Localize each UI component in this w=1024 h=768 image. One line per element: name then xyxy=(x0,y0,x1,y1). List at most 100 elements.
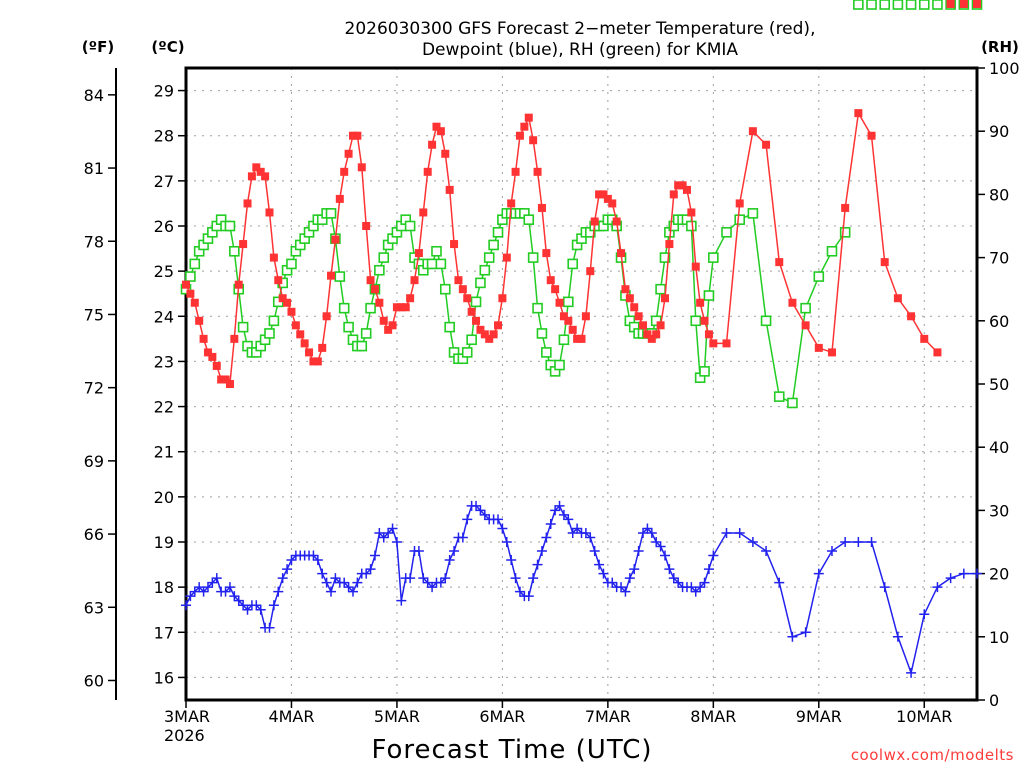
credit-link[interactable]: coolwx.com/modelts xyxy=(851,746,1014,764)
temperature-point xyxy=(669,190,678,199)
fahrenheit-tick-label: 66 xyxy=(84,525,104,544)
rh-point xyxy=(466,334,477,346)
temperature-point xyxy=(827,348,836,357)
time-tick-label: 10MAR xyxy=(896,707,952,726)
dewpoint-point xyxy=(497,523,508,534)
temperature-point xyxy=(959,0,968,8)
dewpoint-point xyxy=(189,586,200,597)
dewpoint-point xyxy=(541,532,552,543)
dewpoint-point xyxy=(550,505,561,516)
rh-point xyxy=(479,264,491,276)
temperature-point xyxy=(603,194,612,203)
rh-point xyxy=(532,302,543,314)
dewpoint-point xyxy=(958,568,969,579)
temperature-point xyxy=(230,334,239,343)
temperature-point xyxy=(287,307,296,316)
rh-point xyxy=(554,359,565,371)
dewpoint-point xyxy=(369,550,380,561)
dewpoint-point xyxy=(506,555,517,566)
rh-point xyxy=(879,0,891,10)
rh-tick-label: 50 xyxy=(989,375,1009,394)
celsius-tick-label: 18 xyxy=(154,578,174,597)
dewpoint-point xyxy=(475,505,486,516)
temperature-point xyxy=(406,294,415,303)
temperature-point xyxy=(494,321,503,330)
temperature-point xyxy=(643,330,652,339)
temperature-point xyxy=(489,330,498,339)
dewpoint-point xyxy=(418,573,429,584)
temperature-point xyxy=(660,294,669,303)
temperature-point xyxy=(511,167,520,176)
temperature-point xyxy=(445,185,454,194)
rh-point xyxy=(839,227,851,238)
temperature-point xyxy=(542,249,551,258)
temperature-point xyxy=(704,330,713,339)
dewpoint-point xyxy=(326,586,337,597)
temperature-point xyxy=(696,298,705,307)
dewpoint-point xyxy=(330,573,341,584)
rh-point xyxy=(229,245,240,257)
temperature-point xyxy=(423,167,432,176)
rh-point xyxy=(567,258,579,270)
fahrenheit-tick-label: 69 xyxy=(84,452,104,471)
rh-point xyxy=(747,208,759,219)
temperature-point xyxy=(467,307,476,316)
dewpoint-point xyxy=(690,586,701,597)
dewpoint-point xyxy=(572,523,583,534)
temperature-point xyxy=(748,127,757,136)
temperature-point xyxy=(265,208,274,217)
dewpoint-point xyxy=(638,527,649,538)
dewpoint-point xyxy=(532,559,543,570)
celsius-tick-label: 22 xyxy=(154,398,174,417)
dewpoint-point xyxy=(391,537,402,547)
dewpoint-point xyxy=(207,577,218,588)
dewpoint-point xyxy=(932,582,943,593)
rh-point xyxy=(699,366,710,377)
celsius-tick-label: 20 xyxy=(154,488,174,507)
dewpoint-point xyxy=(945,573,956,584)
temperature-point xyxy=(691,262,700,271)
x-axis-title: Forecast Time (UTC) xyxy=(371,735,652,765)
rh-point xyxy=(787,397,798,409)
dewpoint-point xyxy=(202,582,213,593)
temperature-point xyxy=(700,316,709,325)
temperature-point xyxy=(463,294,472,303)
dewpoint-point xyxy=(699,577,710,588)
dewpoint-point xyxy=(906,667,917,678)
dewpoint-point xyxy=(405,573,416,584)
temperature-point xyxy=(331,235,340,244)
rh-point xyxy=(760,315,772,327)
dewpoint-point xyxy=(181,600,191,611)
time-tick-label: 5MAR xyxy=(374,707,420,726)
dewpoint-point xyxy=(444,555,455,566)
temperature-point xyxy=(190,298,199,307)
temperature-point xyxy=(485,334,494,343)
rh-point xyxy=(826,245,838,257)
rh-point xyxy=(866,0,877,10)
temperature-point xyxy=(410,276,419,285)
temperature-point xyxy=(384,325,393,334)
temperature-point xyxy=(709,339,718,348)
dewpoint-point xyxy=(655,541,666,552)
temperature-point xyxy=(414,249,423,258)
temperature-point xyxy=(397,303,406,312)
temperature-point xyxy=(617,249,626,258)
rh-point xyxy=(431,245,442,257)
time-tick-label: 3MAR xyxy=(164,707,210,726)
dewpoint-point xyxy=(198,586,209,597)
dewpoint-point xyxy=(607,577,618,588)
temperature-point xyxy=(788,298,797,307)
rh-point xyxy=(374,264,385,276)
celsius-tick-label: 26 xyxy=(154,217,174,236)
rh-point xyxy=(773,391,785,402)
rh-tick-label: 90 xyxy=(989,122,1009,141)
rh-tick-label: 80 xyxy=(989,185,1009,204)
temperature-point xyxy=(318,343,327,352)
temperature-point xyxy=(515,131,524,140)
rh-point xyxy=(558,334,570,346)
rh-point xyxy=(185,271,196,282)
dewpoint-point xyxy=(273,586,284,597)
temperature-point xyxy=(357,163,366,172)
dewpoint-point xyxy=(211,573,222,584)
celsius-tick-label: 29 xyxy=(154,82,174,101)
